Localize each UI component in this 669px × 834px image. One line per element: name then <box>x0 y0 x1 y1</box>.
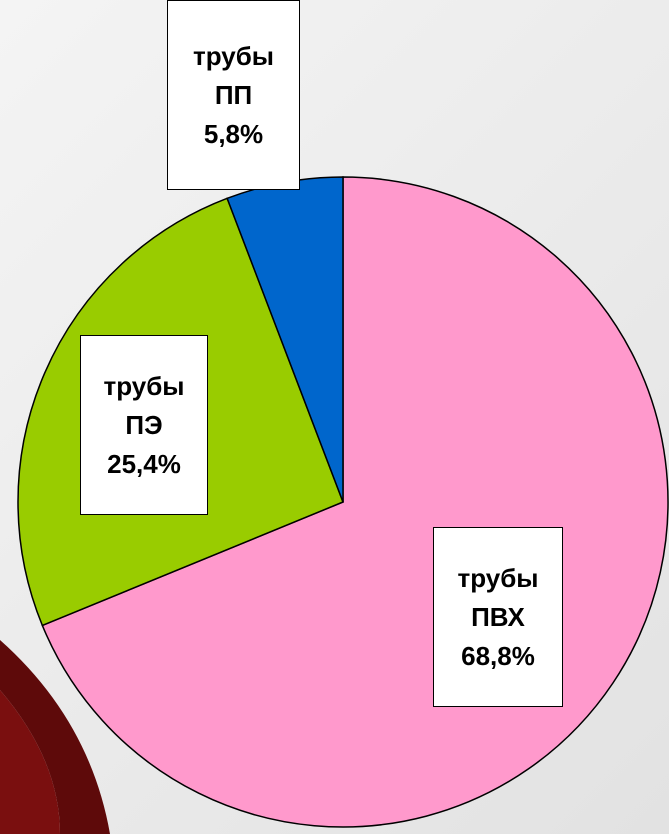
slice-category: трубы ПП <box>193 40 274 110</box>
slice-value: 5,8% <box>203 118 264 149</box>
slice-label: трубы ПП 5,8% <box>167 0 300 190</box>
slice-label: трубы ПВХ 68,8% <box>433 527 563 707</box>
slice-value: 68,8% <box>461 640 535 671</box>
slice-label: трубы ПЭ 25,4% <box>80 335 208 515</box>
slice-value: 25,4% <box>107 448 181 479</box>
slice-category: трубы ПЭ <box>103 370 185 440</box>
slice-category: трубы ПВХ <box>457 562 539 632</box>
decoration <box>0 640 110 834</box>
decoration <box>0 690 60 834</box>
